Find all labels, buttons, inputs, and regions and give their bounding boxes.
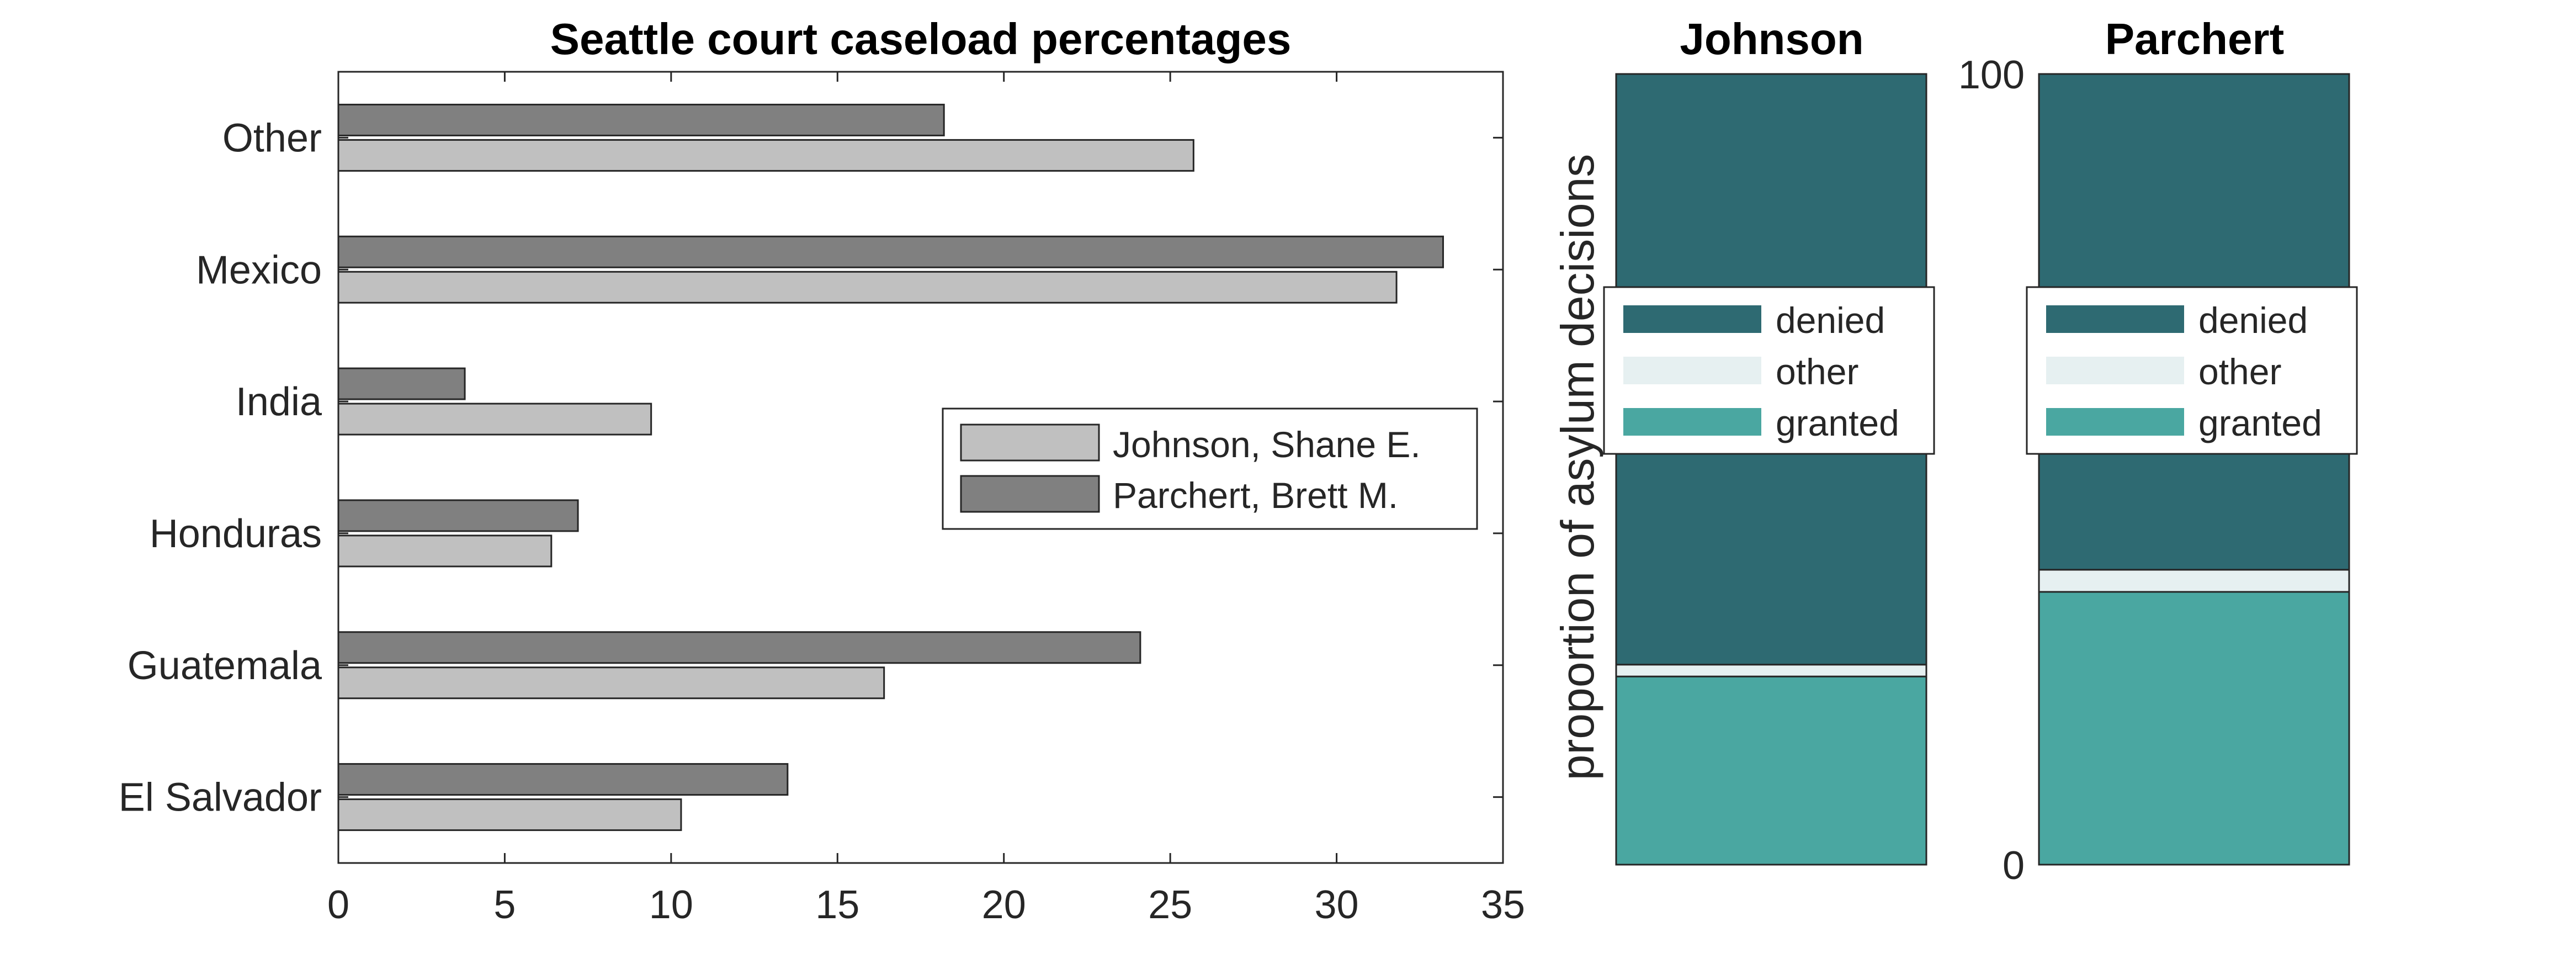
- johnson-legend: denied other granted: [1603, 286, 1935, 455]
- x-tick-label-15: 15: [815, 883, 859, 927]
- parchert-legend-label-denied: denied: [2198, 300, 2308, 341]
- legend-swatch-johnson: [960, 423, 1100, 462]
- legend-label-parchert: Parchert, Brett M.: [1113, 475, 1398, 516]
- bar-johnson-el-salvador: [337, 798, 682, 832]
- x-tick-label-5: 5: [493, 883, 516, 927]
- parchert-legend-label-granted: granted: [2198, 403, 2322, 443]
- johnson-chart: Johnson proportion of asylum decisions d…: [1552, 14, 1935, 866]
- bar-parchert-other: [337, 103, 945, 136]
- caseload-plot-frame: [337, 71, 1504, 864]
- y-tick-label-guatemala: Guatemala: [128, 644, 322, 688]
- y-tick-label-mexico: Mexico: [196, 248, 322, 292]
- parchert-y-tick-0: 0: [2003, 844, 2025, 888]
- johnson-segment-other: [1615, 664, 1927, 677]
- parchert-legend-swatch-granted: [2046, 408, 2184, 436]
- x-tick-label-25: 25: [1148, 883, 1192, 927]
- parchert-legend: denied other granted: [2026, 286, 2358, 455]
- x-tick-label-35: 35: [1481, 883, 1525, 927]
- caseload-x-ticks: 0 5 10 15 20 25 30 35: [327, 72, 1525, 927]
- y-tick-label-other: Other: [222, 116, 322, 160]
- johnson-legend-label-other: other: [1776, 351, 1858, 392]
- johnson-legend-swatch-other: [1623, 357, 1761, 384]
- johnson-y-axis-label: proportion of asylum decisions: [1552, 154, 1603, 781]
- caseload-y-ticks: El Salvador Guatemala Honduras India Mexico O…: [119, 116, 1503, 820]
- johnson-legend-label-granted: granted: [1776, 403, 1899, 443]
- caseload-bars: [337, 103, 1444, 832]
- parchert-segment-other: [2038, 569, 2350, 593]
- y-tick-label-el-salvador: El Salvador: [119, 776, 322, 820]
- legend-swatch-parchert: [960, 475, 1100, 513]
- parchert-chart-title: Parchert: [2105, 14, 2285, 63]
- parchert-plot-frame: [2038, 73, 2350, 866]
- bar-johnson-honduras: [337, 534, 553, 568]
- bar-parchert-honduras: [337, 499, 579, 532]
- johnson-plot-frame: [1615, 73, 1927, 866]
- bar-johnson-mexico: [337, 271, 1398, 304]
- parchert-y-tick-100: 100: [1958, 53, 2025, 97]
- johnson-legend-swatch-granted: [1623, 408, 1761, 436]
- johnson-segment-granted: [1615, 675, 1927, 866]
- johnson-legend-swatch-denied: [1623, 305, 1761, 333]
- johnson-legend-label-denied: denied: [1776, 300, 1885, 341]
- johnson-chart-title: Johnson: [1680, 14, 1863, 63]
- bar-parchert-india: [337, 367, 466, 400]
- johnson-stacked-bar: [1615, 73, 1927, 866]
- caseload-legend: Johnson, Shane E. Parchert, Brett M.: [942, 407, 1478, 530]
- bar-johnson-india: [337, 403, 652, 436]
- parchert-legend-swatch-other: [2046, 357, 2184, 384]
- y-tick-label-india: India: [236, 380, 322, 424]
- x-tick-label-10: 10: [649, 883, 693, 927]
- x-tick-label-30: 30: [1315, 883, 1359, 927]
- parchert-legend-label-other: other: [2198, 351, 2281, 392]
- caseload-chart: Seattle court caseload percentages 0 5 10 1…: [119, 14, 1525, 927]
- bar-parchert-el-salvador: [337, 763, 789, 796]
- x-tick-label-20: 20: [982, 883, 1026, 927]
- bar-parchert-guatemala: [337, 631, 1141, 664]
- legend-label-johnson: Johnson, Shane E.: [1113, 424, 1421, 465]
- y-tick-label-honduras: Honduras: [150, 512, 322, 556]
- bar-parchert-mexico: [337, 235, 1444, 268]
- x-tick-label-0: 0: [327, 883, 349, 927]
- parchert-stacked-bar: [2038, 73, 2350, 866]
- parchert-chart: Parchert 100 0 denied other granted: [1958, 14, 2358, 888]
- caseload-chart-title: Seattle court caseload percentages: [550, 14, 1292, 63]
- parchert-segment-granted: [2038, 591, 2350, 866]
- bar-johnson-guatemala: [337, 666, 885, 700]
- bar-johnson-other: [337, 139, 1194, 172]
- parchert-legend-swatch-denied: [2046, 305, 2184, 333]
